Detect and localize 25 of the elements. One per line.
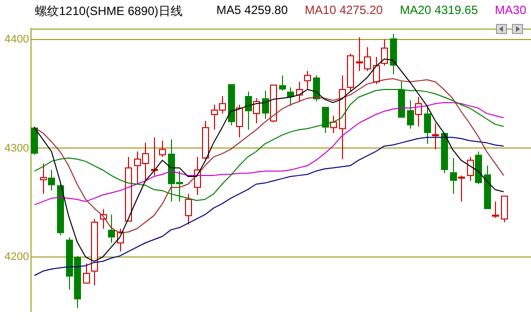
candlestick: [475, 151, 482, 185]
candlestick: [450, 158, 457, 194]
candlestick: [228, 84, 235, 126]
candlestick: [441, 133, 448, 174]
y-tick-label: 4400: [4, 34, 29, 46]
candlestick: [279, 74, 286, 92]
chart-title: 螺纹1210(SHME 6890)日线: [35, 3, 182, 20]
candlestick: [484, 165, 491, 210]
candlestick: [108, 214, 115, 244]
text: MA20 4319.65: [400, 3, 478, 19]
text: MA5 4259.80: [216, 3, 288, 19]
candlestick: [407, 100, 414, 130]
candlestick: [322, 106, 329, 134]
text: MA30: [494, 3, 526, 19]
candlestick: [31, 126, 38, 156]
candlestick: [287, 86, 294, 106]
text: MA10 4275.20: [304, 3, 383, 19]
candlestick: [48, 170, 55, 192]
candlestick: [245, 91, 252, 130]
candlestick: [424, 105, 431, 144]
candlestick: [390, 34, 397, 75]
candlestick: [57, 184, 64, 236]
y-tick-label: 4200: [4, 251, 29, 264]
candlestick: [262, 90, 269, 120]
y-tick-label: 4300: [4, 142, 29, 154]
